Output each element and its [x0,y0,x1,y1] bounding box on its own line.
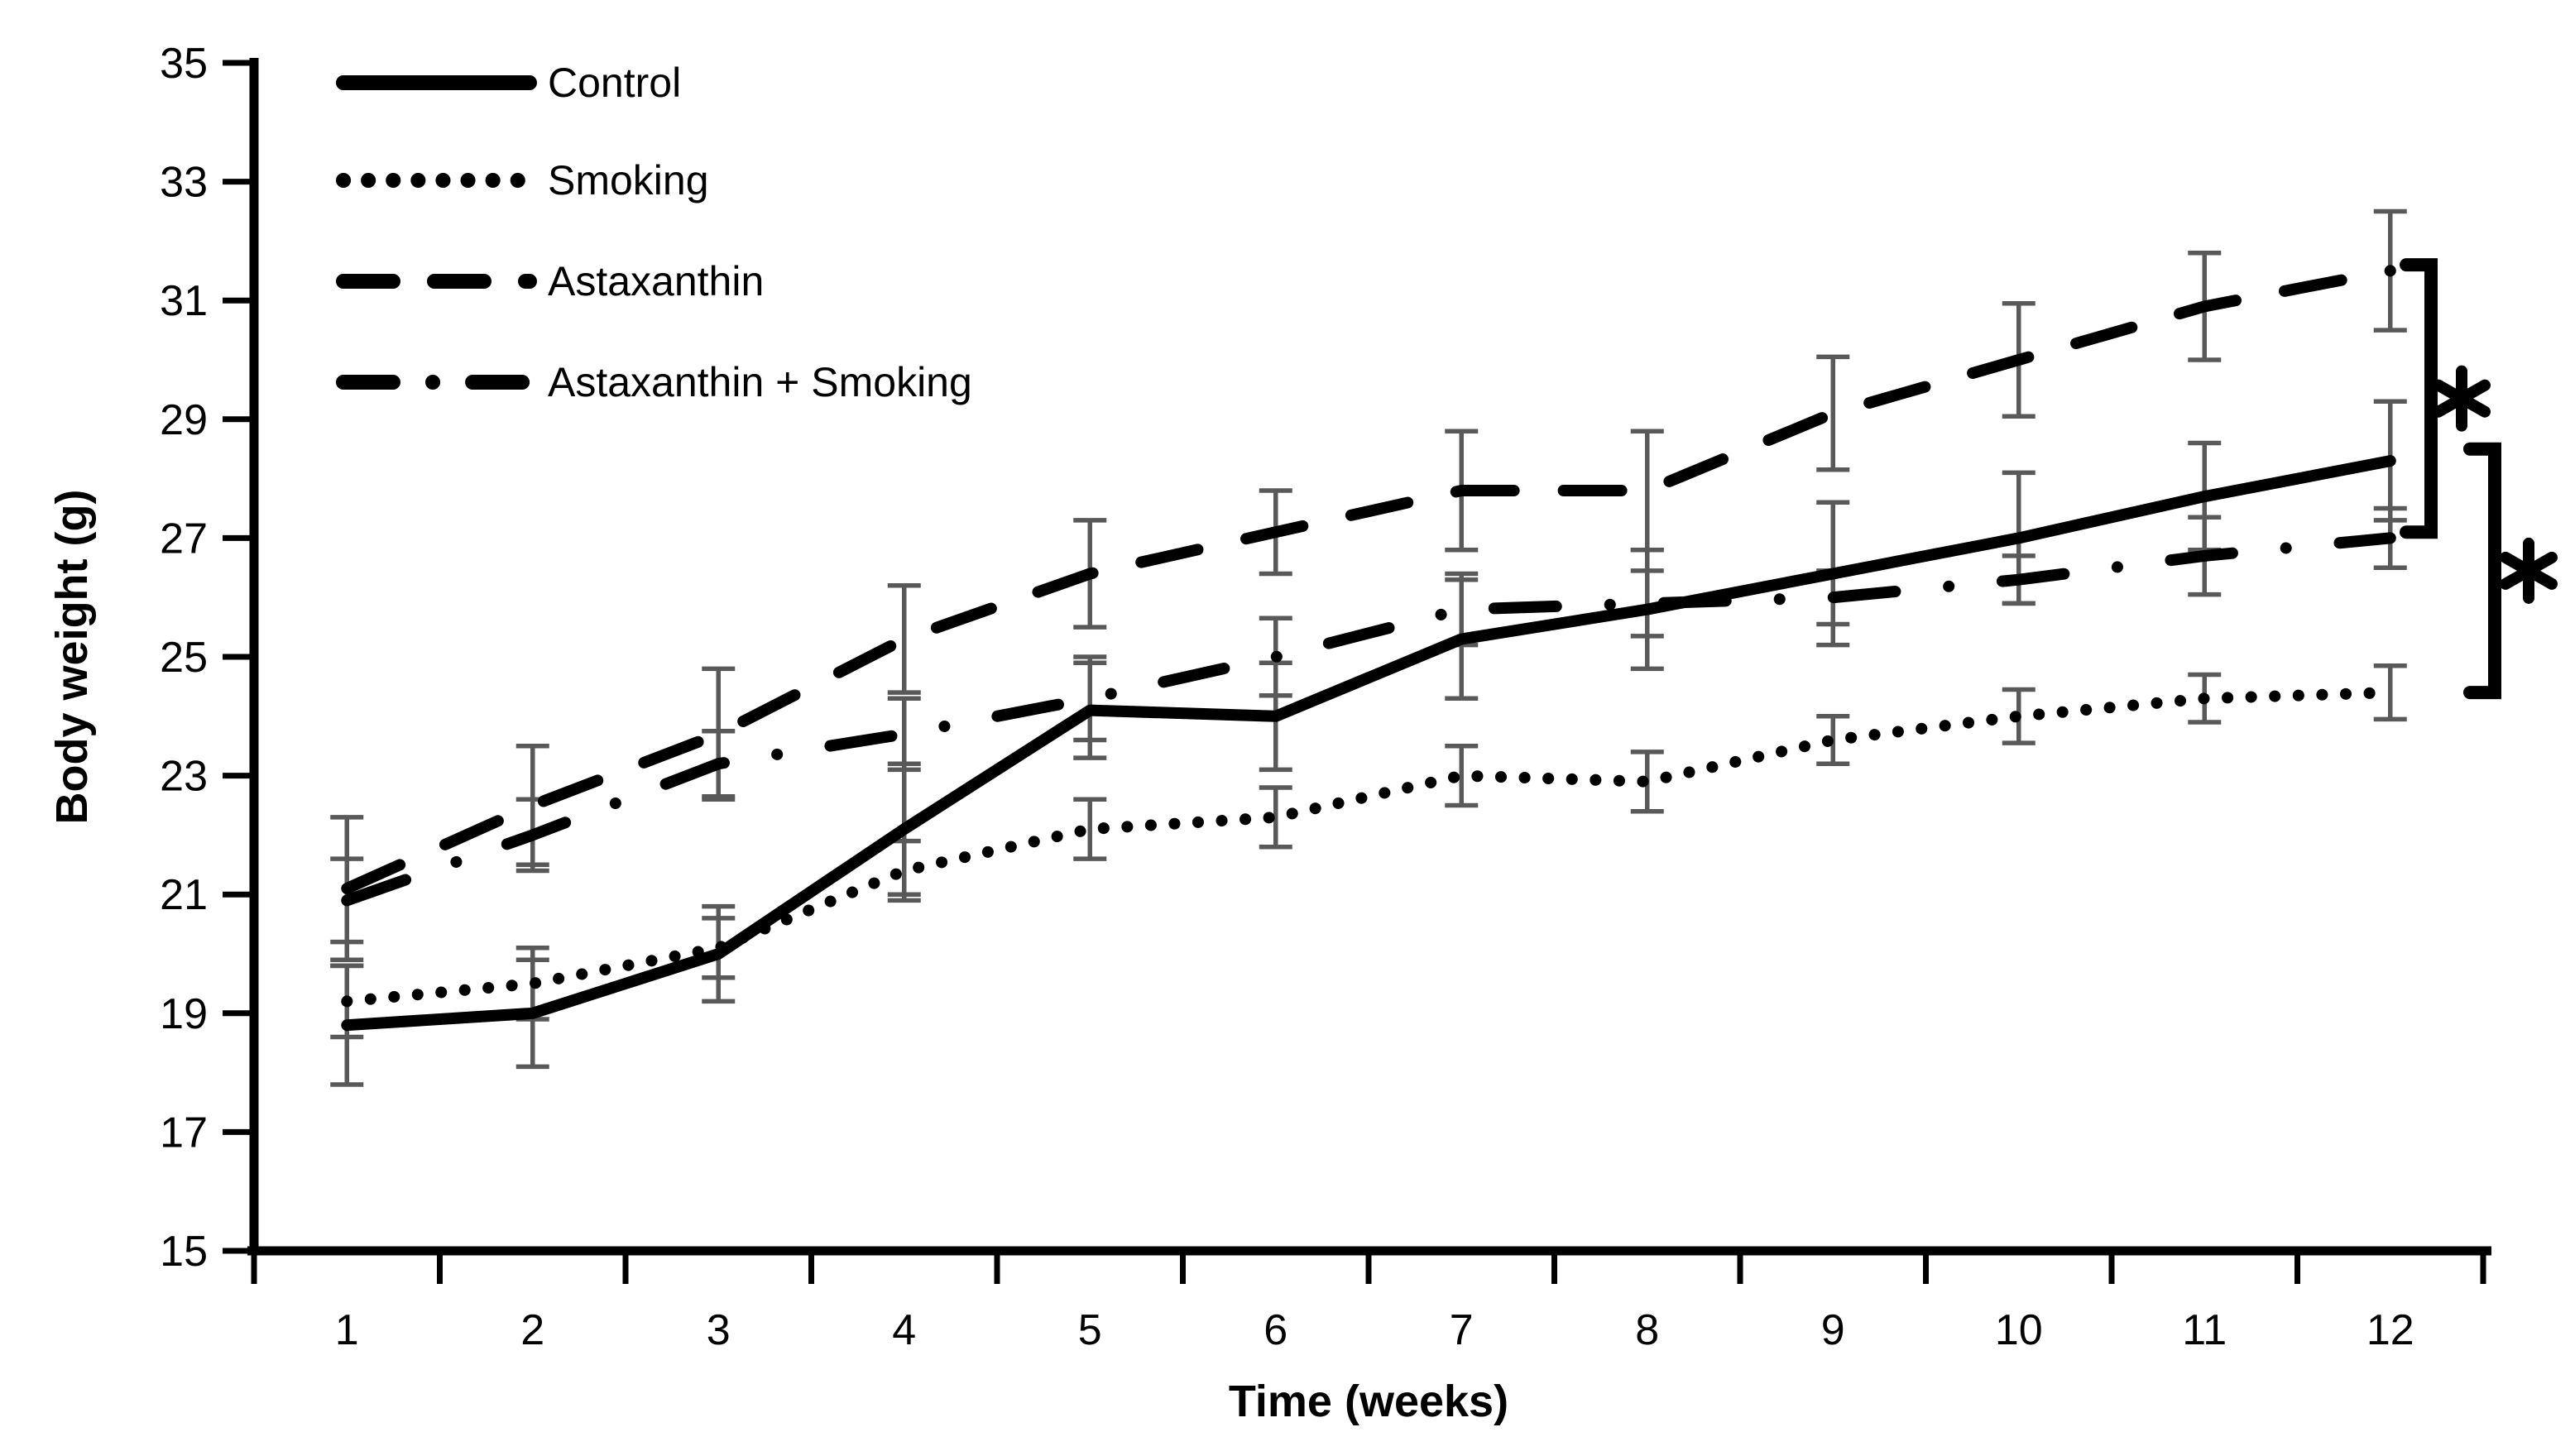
significance-bracket [2400,258,2438,539]
series-line-dash-dot [341,532,2396,907]
x-tick-label: 11 [2182,1306,2227,1354]
x-tick-label: 9 [1821,1306,1845,1354]
x-tick-label: 12 [2366,1306,2414,1354]
y-tick-label: 19 [160,990,208,1038]
y-tick-label: 25 [160,634,208,682]
significance-bracket [2463,442,2501,700]
x-axis-title: Time (weeks) [1229,1377,1508,1426]
y-tick-label: 15 [160,1228,208,1276]
x-tick-label: 10 [1995,1306,2043,1354]
y-tick-label: 35 [160,40,208,88]
y-tick-label: 17 [160,1109,208,1157]
x-tick-label: 6 [1264,1306,1288,1354]
x-tick-label: 5 [1078,1306,1102,1354]
legend-label: Smoking [548,157,709,204]
y-tick-label: 27 [160,515,208,563]
legend: Control Smoking Astaxanthin Astaxanthin + S… [336,60,972,405]
series-lines [341,265,2396,1032]
y-tick-label: 29 [160,396,208,444]
error-bar-series [330,505,2407,945]
series-line-solid [341,455,2396,1032]
x-tick-label: 2 [520,1306,544,1354]
x-tick-label: 8 [1635,1306,1659,1354]
y-tick-label: 31 [160,277,208,325]
significance-asterisk [2433,365,2491,432]
x-tick-label: 7 [1450,1306,1474,1354]
x-tick-label: 4 [892,1306,916,1354]
x-tick-label: 1 [335,1306,359,1354]
series-line-dotted [341,687,2396,1008]
series-line-dashed [341,265,2396,894]
legend-label: Astaxanthin + Smoking [548,359,972,405]
legend-label: Control [548,60,681,106]
y-axis-title: Body weight (g) [47,490,97,825]
y-tick-label: 21 [160,871,208,919]
significance-asterisk [2500,537,2558,604]
y-tick-label: 23 [160,753,208,801]
x-tick-label: 3 [707,1306,731,1354]
significance-annotations [2400,258,2558,700]
legend-label: Astaxanthin [548,258,764,304]
error-bar-series [330,208,2407,962]
y-tick-label: 33 [160,159,208,207]
